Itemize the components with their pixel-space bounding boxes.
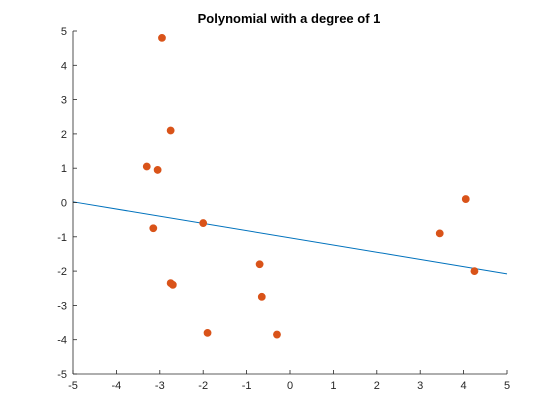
- x-tick-label: 1: [330, 380, 336, 392]
- y-tick-label: -3: [57, 300, 67, 312]
- y-tick-label: -1: [57, 232, 67, 244]
- y-tick-label: -4: [57, 335, 67, 347]
- y-tick-label: 0: [61, 198, 67, 210]
- x-tick-label: 2: [374, 380, 380, 392]
- data-point-9: [203, 328, 212, 337]
- x-tick-label: 5: [504, 380, 510, 392]
- y-tick-label: -5: [57, 369, 67, 381]
- data-point-6: [199, 219, 208, 227]
- data-point-15: [470, 267, 479, 275]
- data-point-11: [257, 292, 266, 301]
- y-tick-label: -2: [57, 266, 67, 278]
- chart-title: Polynomial with a degree of 1: [198, 11, 381, 26]
- x-tick-label: -3: [155, 380, 165, 392]
- y-tick-label: 3: [61, 95, 67, 107]
- data-point-5: [149, 224, 158, 233]
- y-tick-label: 1: [61, 163, 67, 175]
- x-tick-label: -4: [112, 380, 122, 392]
- data-point-12: [273, 330, 281, 339]
- fit-line: [72, 201, 508, 275]
- data-point-8: [168, 280, 177, 289]
- data-point-2: [166, 126, 175, 135]
- data-point-3: [142, 162, 151, 171]
- x-tick-label: -2: [198, 380, 208, 392]
- data-point-13: [435, 229, 444, 238]
- x-tick-label: 0: [287, 380, 293, 392]
- plot-area: -5 -4 -3 -2 -1 0 1 2 3 4 5 -5 -4 -3 -2 -1 0 1 2 3 4 5: [57, 26, 510, 392]
- x-tick-label: -1: [242, 380, 252, 392]
- data-point-4: [153, 166, 162, 174]
- data-point-10: [255, 260, 264, 269]
- plot-background: [73, 31, 507, 374]
- data-point-1: [158, 33, 166, 42]
- x-tick-label: 3: [417, 380, 423, 392]
- x-tick-label: 4: [461, 380, 467, 392]
- y-tick-label: 2: [61, 129, 67, 141]
- data-point-14: [461, 195, 470, 203]
- x-tick-label: -5: [68, 380, 78, 392]
- y-tick-label: 5: [61, 26, 67, 38]
- y-tick-label: 4: [61, 60, 67, 72]
